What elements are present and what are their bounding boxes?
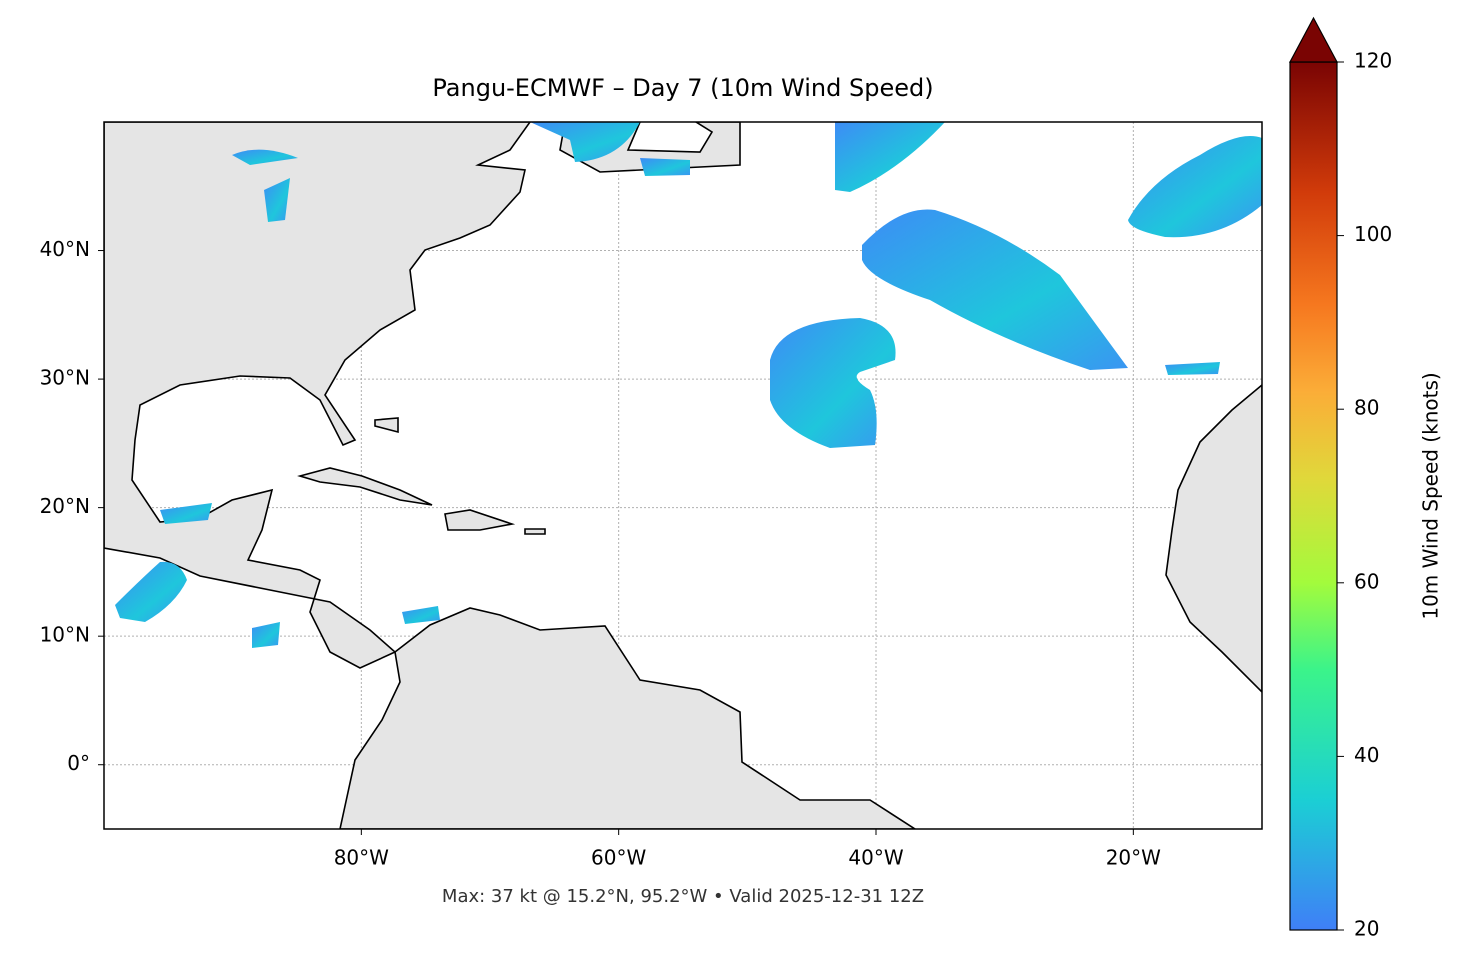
colorbar-label: 10m Wind Speed (knots) (1419, 372, 1443, 619)
colorbar-tick-label: 20 (1354, 917, 1379, 941)
map-frame (103, 121, 1263, 830)
y-tick-label: 10°N (40, 623, 90, 647)
title: Pangu-ECMWF – Day 7 (10m Wind Speed) (432, 74, 933, 102)
wind-field (115, 122, 1262, 648)
x-tick-label: 20°W (1106, 846, 1161, 870)
colorbar (1289, 61, 1338, 931)
colorbar-extend (1288, 16, 1339, 63)
colorbar-tick-label: 80 (1354, 396, 1379, 420)
footer: Max: 37 kt @ 15.2°N, 95.2°W • Valid 2025… (442, 886, 924, 907)
y-tick-label: 0° (67, 751, 90, 775)
x-tick-label: 40°W (848, 846, 903, 870)
colorbar-tick-label: 120 (1354, 49, 1392, 73)
colorbar-tick-label: 100 (1354, 222, 1392, 246)
x-tick-label: 60°W (591, 846, 646, 870)
y-tick-label: 20°N (40, 494, 90, 518)
y-tick-label: 30°N (40, 366, 90, 390)
colorbar-tick-label: 40 (1354, 743, 1379, 767)
colorbar-tick-label: 60 (1354, 569, 1379, 593)
y-tick-label: 40°N (40, 237, 90, 261)
x-tick-label: 80°W (334, 846, 389, 870)
map (104, 122, 1262, 829)
land (104, 122, 1262, 829)
